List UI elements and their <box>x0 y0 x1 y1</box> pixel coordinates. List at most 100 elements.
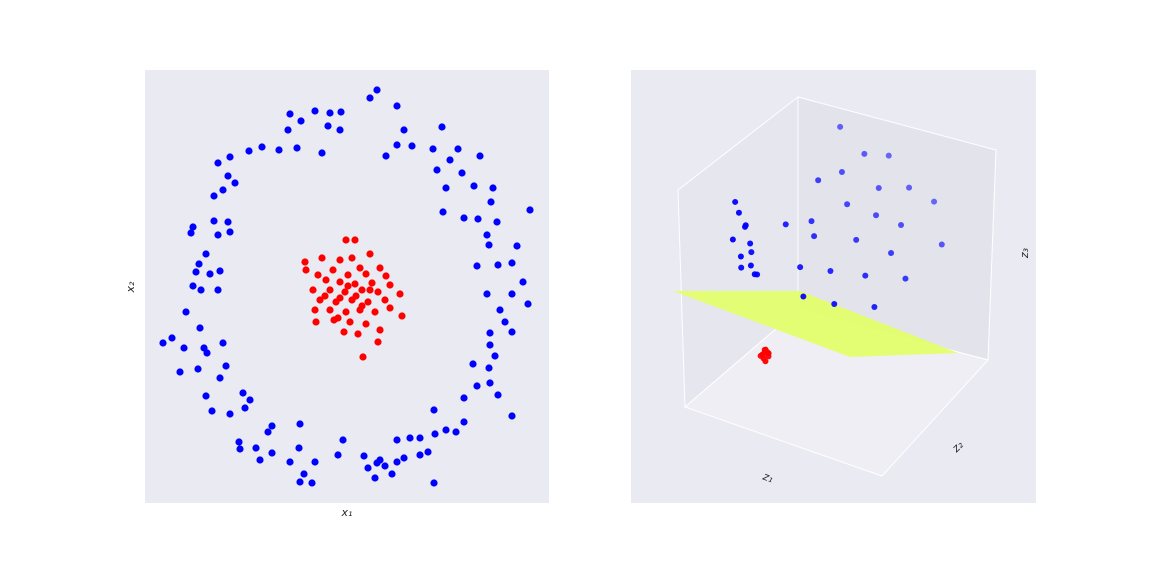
point <box>321 292 329 300</box>
point <box>344 282 352 290</box>
point <box>416 451 424 459</box>
point <box>334 314 342 322</box>
point <box>362 320 370 328</box>
point <box>433 166 441 174</box>
point <box>486 329 494 337</box>
point-3d <box>827 268 834 275</box>
point <box>339 436 347 444</box>
point <box>408 142 416 150</box>
point <box>366 94 374 102</box>
point <box>393 436 401 444</box>
point <box>326 286 334 294</box>
point <box>400 126 408 134</box>
point <box>351 236 359 244</box>
point <box>438 123 446 131</box>
point-3d <box>747 262 754 269</box>
scatter-3d <box>729 123 945 365</box>
point <box>406 434 414 442</box>
point <box>286 110 294 118</box>
point-3d <box>873 212 880 219</box>
point <box>486 341 494 349</box>
point <box>508 259 516 267</box>
point <box>336 256 344 264</box>
point <box>460 394 468 402</box>
point <box>508 290 516 298</box>
point <box>208 407 216 415</box>
point <box>382 272 390 280</box>
point <box>311 306 319 314</box>
point <box>295 444 303 452</box>
point-3d <box>831 300 838 307</box>
point <box>326 109 334 117</box>
point <box>386 281 394 289</box>
point <box>308 479 316 487</box>
point <box>226 153 234 161</box>
point <box>485 241 493 249</box>
point <box>358 286 366 294</box>
point <box>348 254 356 262</box>
point <box>216 267 224 275</box>
point <box>396 290 404 298</box>
point <box>473 382 481 390</box>
point-3d <box>797 264 804 271</box>
point <box>336 294 344 302</box>
point <box>474 215 482 223</box>
point-3d <box>811 233 818 240</box>
point <box>470 182 478 190</box>
point-3d <box>853 236 860 243</box>
point <box>524 300 532 308</box>
point <box>309 286 317 294</box>
point <box>381 296 389 304</box>
point-3d <box>898 221 905 228</box>
point <box>311 458 319 466</box>
point <box>373 86 381 94</box>
x-axis-label: x₁ <box>341 506 353 519</box>
y-axis-label: x₂ <box>124 281 137 294</box>
point <box>196 324 204 332</box>
point <box>258 143 266 151</box>
point <box>246 396 254 404</box>
point-3d <box>761 349 768 356</box>
point <box>364 464 372 472</box>
point <box>376 264 384 272</box>
point-3d <box>888 250 895 257</box>
point <box>341 288 349 296</box>
point <box>344 271 352 279</box>
point <box>454 145 462 153</box>
point <box>219 186 227 194</box>
point <box>329 266 337 274</box>
point <box>393 102 401 110</box>
point <box>359 353 367 361</box>
point <box>224 172 232 180</box>
point-3d <box>938 241 945 248</box>
point <box>245 147 253 155</box>
point <box>342 308 350 316</box>
point <box>293 144 301 152</box>
point <box>352 292 360 300</box>
point <box>416 434 424 442</box>
point <box>494 391 502 399</box>
point <box>452 428 460 436</box>
point <box>226 410 234 418</box>
point <box>469 360 477 368</box>
point <box>526 206 534 214</box>
point <box>368 279 376 287</box>
point <box>197 286 205 294</box>
point <box>224 218 232 226</box>
point-3d <box>735 209 742 216</box>
point <box>374 338 382 346</box>
point-3d <box>861 150 868 157</box>
point <box>210 192 218 200</box>
point <box>483 231 491 239</box>
point <box>483 290 491 298</box>
scatter-2d <box>159 86 534 487</box>
point <box>513 242 521 250</box>
z1-axis-label: z₁ <box>760 469 775 485</box>
point <box>182 308 190 316</box>
point <box>216 374 224 382</box>
point-3d <box>732 198 739 205</box>
point <box>351 280 359 288</box>
point-3d <box>742 222 749 229</box>
point <box>519 278 527 286</box>
point <box>202 250 210 258</box>
